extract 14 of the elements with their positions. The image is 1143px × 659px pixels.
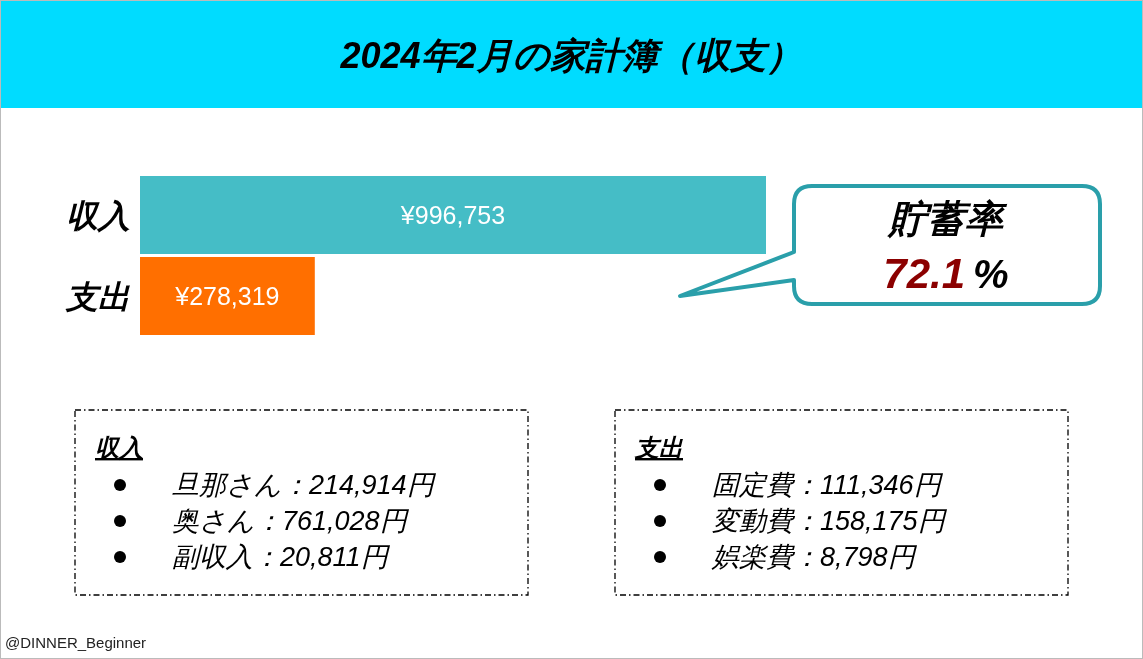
text: 72.1 — [883, 250, 966, 297]
data-label: ¥278,319 — [174, 282, 280, 310]
text: 固定費：111,346円 — [712, 470, 944, 500]
text: 変動費：158,175円 — [712, 506, 948, 536]
text: 奥さん：761,028円 — [172, 506, 410, 536]
chart-title: 2024年2月の家計簿（収支） — [339, 35, 802, 76]
text: 娯楽費：8,798円 — [711, 542, 918, 572]
text: 貯蓄率 — [887, 198, 1008, 240]
text: % — [973, 252, 1009, 296]
text: 支出 — [634, 434, 684, 461]
text: 副収入：20,811円 — [172, 542, 391, 572]
text: 旦那さん：214,914円 — [172, 470, 437, 500]
data-label: ¥996,753 — [399, 201, 506, 229]
text: @DINNER_Beginner — [5, 634, 147, 651]
